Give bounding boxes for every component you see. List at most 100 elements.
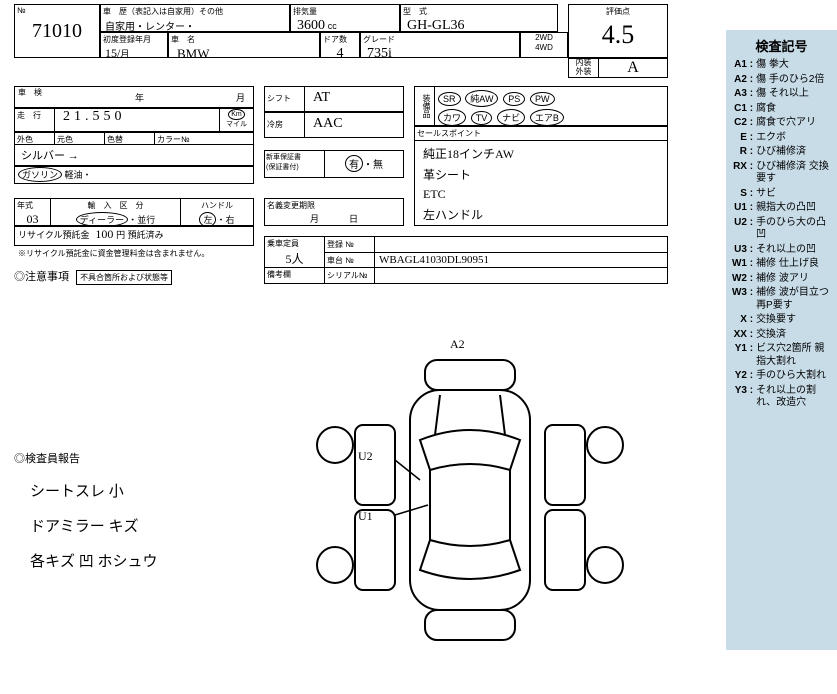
color-change-label: 元色 [55, 133, 105, 144]
legend-row: W3 :補修 波が目立つ 再P要す [730, 287, 833, 312]
ac-label: 冷房 [265, 113, 305, 137]
color-no-label: 色替 [105, 133, 155, 144]
auction-sheet: № 71010 車 歴（表記入は自家用）その他 自家用・レンター・ 排気量 36… [0, 0, 726, 694]
legend-row: Y3 :それ以上の割れ、改造穴 [730, 385, 833, 410]
model-year-label: 年式 [15, 199, 50, 212]
drive-2wd: 2WD [521, 33, 567, 43]
mark-u2: U2 [358, 449, 373, 463]
legend-row: R :ひび補修済 [730, 146, 833, 159]
mark-a2: A2 [450, 337, 465, 351]
recycle-value: 100 [95, 227, 113, 241]
import-dealer: ディーラー [76, 212, 128, 227]
name-change-box: 名義変更期限 月日 [264, 198, 404, 226]
doors-value: 4 [321, 46, 359, 62]
import-parallel: 並行 [137, 215, 155, 225]
car-name-label: 車 名 [169, 33, 319, 46]
reg-no-label: 登録 № [325, 237, 375, 252]
car-diagram: A2 U2 U1 [250, 330, 690, 670]
capacity-label: 乗車定員 [265, 237, 324, 250]
odo-value: 21.550 [55, 109, 219, 131]
sales-note-2: ETC [423, 187, 659, 202]
shaken-box: 車 検 年 月 [14, 86, 254, 108]
equipment-box: 装備品 SR 純AW PS PW カワ TV ナビ エアB [414, 86, 668, 126]
drive-4wd: 4WD [521, 43, 567, 53]
equip-0: SR [438, 92, 461, 106]
warranty-box: 新車保証書 (保証書付) 有・無 [264, 150, 404, 178]
legend-row: S :サビ [730, 188, 833, 201]
legend-row: U3 :それ以上の凹 [730, 244, 833, 257]
displacement-value: 3600 [297, 18, 325, 33]
inspector-note-2: 各キズ 凹 ホシュウ [30, 550, 158, 571]
name-change-label: 名義変更期限 [265, 199, 403, 212]
legend-row: U2 :手のひら大の凸凹 [730, 217, 833, 242]
equip-7: エアB [530, 109, 564, 126]
legend-row: A2 :傷 手のひら2倍 [730, 74, 833, 87]
history-box: 車 歴（表記入は自家用）その他 自家用・レンター・ [100, 4, 290, 32]
shift-box: シフト AT [264, 86, 404, 112]
lot-box: № 71010 [14, 4, 100, 58]
model-year-value: 03 [15, 212, 50, 227]
sales-note-3: 左ハンドル [423, 206, 659, 223]
recycle-box: リサイクル預託金 100 円 預託済み [14, 226, 254, 246]
model-code-label: 型 式 [401, 5, 557, 18]
ext-color-label: 外色 [15, 133, 55, 144]
legend-row: C1 :腐食 [730, 103, 833, 116]
shift-label: シフト [265, 87, 305, 111]
fuel-box: ガソリン 軽油・ [14, 166, 254, 184]
grade-box: グレード 735i [360, 32, 520, 58]
fuel-gasoline: ガソリン [18, 167, 62, 182]
chassis-label: 車台 № [325, 253, 375, 268]
grade-value: 735i [361, 46, 519, 62]
recycle-label: リサイクル預託金 [15, 227, 93, 243]
drive-box: 2WD 4WD [520, 32, 568, 58]
grade-label: グレード [361, 33, 519, 46]
handle-right: 右 [226, 215, 235, 225]
equip-3: PW [530, 92, 555, 106]
legend-row: X :交換要す [730, 314, 833, 327]
legend-row: A1 :傷 拳大 [730, 59, 833, 72]
registration-box: 乗車定員 5人 備考欄 登録 № 車台 № WBAGL41030DL90951 … [264, 236, 668, 284]
history-label: 車 歴（表記入は自家用）その他 [101, 5, 289, 18]
shaken-label: 車 検 [15, 85, 45, 100]
equip-label: 装備品 [415, 87, 435, 125]
mark-u1: U1 [358, 509, 373, 523]
first-reg-box: 初度登録年月 15/月 [100, 32, 168, 58]
car-name-value: BMW [169, 46, 319, 62]
sales-note-0: 純正18インチAW [423, 145, 659, 162]
inspector-note-0: シートスレ 小 [30, 480, 158, 501]
fuel-diesel: 軽油・ [65, 170, 92, 180]
displacement-label: 排気量 [291, 5, 399, 18]
model-code-box: 型 式 GH-GL36 [400, 4, 558, 32]
warranty-yes: 有 [345, 155, 363, 172]
legend-row: RX :ひび補修済 交換要す [730, 161, 833, 186]
legend-title: 検査記号 [730, 36, 833, 55]
serial-label: シリアル№ [325, 268, 375, 283]
sales-label: セールスポイント [415, 127, 667, 141]
import-label: 輸 入 区 分 [51, 199, 180, 212]
interior-grade-value: A [599, 59, 667, 77]
recycle-unit: 円 預託済み [116, 230, 164, 240]
legend-row: W1 :補修 仕上げ良 [730, 258, 833, 271]
odo-label: 走 行 [15, 109, 55, 131]
doors-box: ドア数 4 [320, 32, 360, 58]
color-label2: カラー№ [155, 133, 253, 144]
lot-number: 71010 [15, 20, 99, 43]
legend-panel: 検査記号 A1 :傷 拳大A2 :傷 手のひら2倍A3 :傷 それ以上C1 :腐… [726, 30, 837, 650]
legend-row: XX :交換済 [730, 329, 833, 342]
first-reg-month: 月 [120, 49, 129, 59]
capacity-value: 5人 [265, 250, 324, 267]
sales-note-1: 革シート [423, 166, 659, 183]
name-change-day: 日 [349, 214, 358, 224]
legend-row: E :エクボ [730, 132, 833, 145]
inspector-note-1: ドアミラー キズ [30, 515, 158, 536]
rating-label: 評価点 [569, 5, 667, 18]
equip-2: PS [503, 92, 525, 106]
ac-box: 冷房 AAC [264, 112, 404, 138]
equip-1: 純AW [465, 90, 498, 107]
ext-color-value: シルバー → [15, 145, 253, 165]
lot-label: № [15, 5, 99, 16]
car-name-box: 車 名 BMW [168, 32, 320, 58]
doors-label: ドア数 [321, 33, 359, 46]
recycle-note: ※リサイクル預託金に資金管理料金は含まれません。 [18, 248, 209, 259]
displacement-box: 排気量 3600 cc [290, 4, 400, 32]
